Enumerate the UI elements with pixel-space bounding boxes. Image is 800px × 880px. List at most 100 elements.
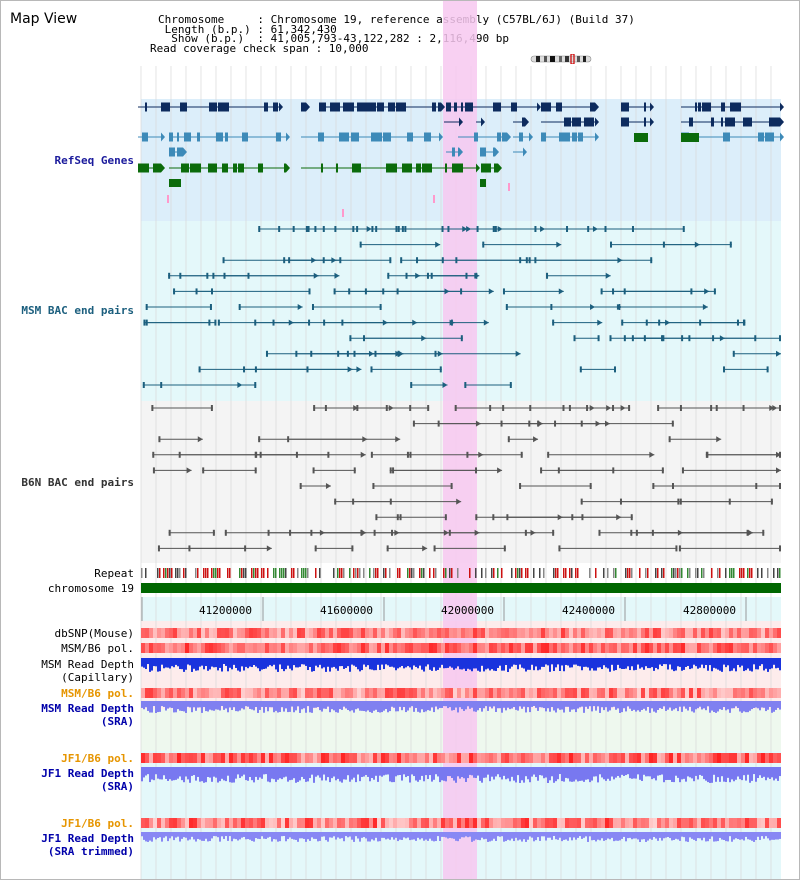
polymorphism-cell: [445, 818, 449, 828]
gene-exon: [177, 147, 180, 157]
read-depth-bar: [681, 767, 683, 780]
read-depth-bar: [351, 701, 353, 711]
track-label-jf1-pol-2[interactable]: JF1/B6 pol.: [61, 817, 134, 830]
gene-exon: [572, 132, 577, 142]
repeat-mark: [169, 568, 171, 578]
polymorphism-cell: [481, 628, 485, 638]
gene-arrow: [183, 147, 187, 157]
read-depth-bar: [141, 767, 143, 782]
read-depth-bar: [563, 701, 565, 713]
read-depth-bar: [287, 767, 289, 782]
read-depth-bar: [589, 701, 591, 707]
read-depth-bar: [303, 701, 305, 709]
read-depth-bar: [733, 767, 735, 782]
msm-bac-pair-end: [729, 241, 732, 248]
read-depth-bar: [765, 658, 767, 669]
polymorphism-cell: [309, 643, 313, 653]
read-depth-bar: [503, 832, 505, 842]
read-depth-bar: [365, 832, 367, 839]
track-label-jf1-depth-trimmed[interactable]: JF1 Read Depth (SRA trimmed): [41, 832, 134, 858]
read-depth-bar: [779, 767, 781, 777]
polymorphism-cell: [589, 753, 593, 763]
read-depth-bar: [523, 701, 525, 707]
read-depth-bar: [155, 658, 157, 667]
read-depth-bar: [637, 658, 639, 665]
read-depth-bar: [489, 832, 491, 842]
polymorphism-cell: [669, 753, 673, 763]
track-label-msm-depth-capillary[interactable]: MSM Read Depth (Capillary): [41, 658, 134, 684]
read-depth-bar: [201, 832, 203, 841]
read-depth-bar: [149, 701, 151, 713]
read-depth-bar: [537, 701, 539, 711]
polymorphism-cell: [213, 818, 217, 828]
polymorphism-cell: [573, 688, 577, 698]
polymorphism-cell: [625, 818, 629, 828]
b6n-bac-pair-end: [202, 467, 205, 474]
read-depth-bar: [277, 658, 279, 672]
track-label-msm-bac[interactable]: MSM BAC end pairs: [21, 304, 134, 317]
read-depth-bar: [497, 832, 499, 837]
polymorphism-cell: [617, 688, 621, 698]
track-label-repeat[interactable]: Repeat: [94, 567, 134, 580]
polymorphism-cell: [321, 628, 325, 638]
polymorphism-cell: [549, 688, 553, 698]
read-depth-bar: [743, 832, 745, 841]
read-depth-bar: [707, 701, 709, 707]
repeat-mark: [413, 568, 415, 578]
read-depth-bar: [511, 701, 513, 709]
read-depth-bar: [735, 658, 737, 672]
polymorphism-cell: [477, 818, 481, 828]
polymorphism-cell: [765, 818, 769, 828]
polymorphism-cell: [717, 688, 721, 698]
polymorphism-cell: [277, 818, 281, 828]
read-depth-bar: [777, 767, 779, 781]
track-label-msm-depth-sra[interactable]: MSM Read Depth (SRA): [41, 702, 134, 728]
polymorphism-cell: [173, 628, 177, 638]
read-depth-bar: [507, 658, 509, 672]
msm-bac-pair-arrow: [444, 288, 450, 295]
chromosome-ideogram-icon[interactable]: [530, 54, 592, 64]
track-label-refseq-genes[interactable]: RefSeq Genes: [54, 154, 134, 167]
read-depth-bar: [635, 767, 637, 779]
read-depth-bar: [533, 701, 535, 707]
track-label-jf1-pol-1[interactable]: JF1/B6 pol.: [61, 752, 134, 765]
polymorphism-cell: [437, 643, 441, 653]
read-depth-bar: [711, 767, 713, 783]
read-depth-bar: [685, 658, 687, 667]
polymorphism-cell: [497, 753, 501, 763]
read-depth-bar: [501, 658, 503, 671]
polymorphism-cell: [177, 688, 181, 698]
polymorphism-cell: [325, 628, 329, 638]
polymorphism-cell: [265, 753, 269, 763]
track-label-chromosome[interactable]: chromosome 19: [47, 582, 134, 595]
polymorphism-cell: [401, 753, 405, 763]
track-label-msm-pol-2[interactable]: MSM/B6 pol.: [61, 687, 134, 700]
read-depth-bar: [383, 767, 385, 776]
track-label-b6n-bac[interactable]: B6N BAC end pairs: [21, 476, 134, 489]
track-label-dbsnp[interactable]: dbSNP(Mouse): [54, 627, 134, 640]
polymorphism-cell: [425, 628, 429, 638]
track-label-jf1-depth-sra[interactable]: JF1 Read Depth (SRA): [41, 767, 134, 793]
read-depth-bar: [199, 658, 201, 667]
polymorphism-cell: [673, 818, 677, 828]
polymorphism-cell: [453, 688, 457, 698]
polymorphism-cell: [497, 818, 501, 828]
polymorphism-cell: [721, 818, 725, 828]
read-depth-bar: [239, 832, 241, 840]
polymorphism-cell: [617, 818, 621, 828]
read-depth-bar: [545, 658, 547, 665]
polymorphism-cell: [205, 643, 209, 653]
read-depth-bar: [711, 701, 713, 711]
repeat-mark: [485, 568, 487, 578]
polymorphism-cell: [229, 753, 233, 763]
polymorphism-cell: [489, 688, 493, 698]
track-label-msm-pol-1[interactable]: MSM/B6 pol.: [61, 642, 134, 655]
read-depth-bar: [467, 658, 469, 669]
read-depth-bar: [493, 701, 495, 707]
polymorphism-cell: [769, 688, 773, 698]
polymorphism-cell: [261, 643, 265, 653]
polymorphism-cell: [341, 753, 345, 763]
polymorphism-cell: [741, 818, 745, 828]
read-depth-bar: [411, 658, 413, 670]
